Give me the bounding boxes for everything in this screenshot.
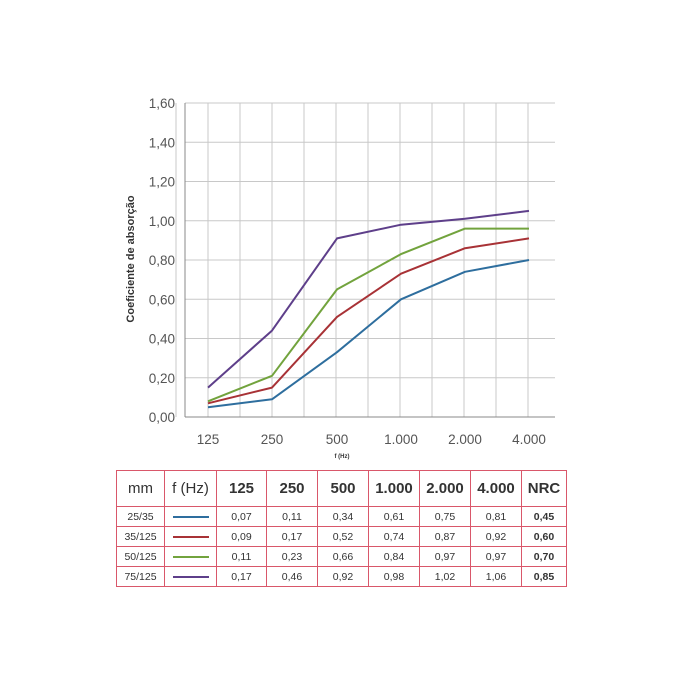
y-axis-label: Coeficiente de absorção <box>125 195 137 322</box>
table-row: 35/125 0,09 0,17 0,52 0,74 0,87 0,92 0,6… <box>116 526 567 547</box>
cell-value: 0,17 <box>216 566 267 587</box>
x-tick-label: 2.000 <box>448 432 482 447</box>
header-nrc: NRC <box>521 470 567 507</box>
chart-grid <box>175 102 555 418</box>
y-tick-label: 0,40 <box>149 332 175 347</box>
cell-value: 0,34 <box>317 506 369 527</box>
chart-series <box>207 209 530 409</box>
x-tick-label: 125 <box>197 432 220 447</box>
legend-line-icon <box>172 575 209 578</box>
cell-nrc: 0,45 <box>521 506 567 527</box>
row-legend-swatch <box>164 506 217 527</box>
cell-value: 0,61 <box>368 506 420 527</box>
header-2000: 2.000 <box>419 470 471 507</box>
y-tick-label: 1,00 <box>149 214 175 229</box>
series-line-35/125 <box>207 237 530 405</box>
cell-value: 0,97 <box>470 546 522 567</box>
cell-value: 0,81 <box>470 506 522 527</box>
legend-line-icon <box>172 555 209 558</box>
header-4000: 4.000 <box>470 470 522 507</box>
table-row: 75/125 0,17 0,46 0,92 0,98 1,02 1,06 0,8… <box>116 566 567 587</box>
row-mm: 50/125 <box>116 546 165 567</box>
series-line-50/125 <box>207 227 529 403</box>
cell-value: 0,84 <box>368 546 420 567</box>
cell-value: 0,87 <box>419 526 471 547</box>
cell-value: 0,97 <box>419 546 471 567</box>
cell-value: 0,52 <box>317 526 369 547</box>
cell-nrc: 0,70 <box>521 546 567 567</box>
cell-value: 0,75 <box>419 506 471 527</box>
y-tick-label: 0,20 <box>149 371 175 386</box>
cell-value: 1,06 <box>470 566 522 587</box>
legend-line-icon <box>172 515 209 518</box>
row-mm: 35/125 <box>116 526 165 547</box>
cell-value: 0,11 <box>266 506 318 527</box>
y-tick-label: 1,40 <box>149 135 175 150</box>
legend-line-icon <box>172 535 209 538</box>
row-legend-swatch <box>164 566 217 587</box>
absorption-table: mm f (Hz) 125 250 500 1.000 2.000 4.000 … <box>116 470 567 587</box>
x-tick-label: 4.000 <box>512 432 546 447</box>
cell-nrc: 0,60 <box>521 526 567 547</box>
row-mm: 25/35 <box>116 506 165 527</box>
y-tick-label: 1,60 <box>149 96 175 111</box>
cell-value: 0,74 <box>368 526 420 547</box>
x-tick-label: 1.000 <box>384 432 418 447</box>
cell-value: 0,09 <box>216 526 267 547</box>
header-mm: mm <box>116 470 165 507</box>
x-axis-label: f (Hz) <box>335 454 350 460</box>
series-line-25/35 <box>207 259 530 409</box>
cell-value: 0,11 <box>216 546 267 567</box>
cell-value: 0,92 <box>317 566 369 587</box>
cell-value: 0,17 <box>266 526 318 547</box>
y-axis-ticks: 0,00 0,20 0,40 0,60 0,80 1,00 1,20 1,40 1,60 <box>149 96 175 425</box>
y-tick-label: 0,00 <box>149 410 175 425</box>
cell-value: 0,46 <box>266 566 318 587</box>
cell-value: 0,66 <box>317 546 369 567</box>
header-250: 250 <box>266 470 318 507</box>
x-axis-ticks: 125 250 500 1.000 2.000 4.000 <box>197 432 546 447</box>
cell-value: 0,92 <box>470 526 522 547</box>
header-1000: 1.000 <box>368 470 420 507</box>
x-tick-label: 250 <box>261 432 284 447</box>
table-header-row: mm f (Hz) 125 250 500 1.000 2.000 4.000 … <box>116 470 567 507</box>
y-tick-label: 1,20 <box>149 175 175 190</box>
cell-value: 0,23 <box>266 546 318 567</box>
table-row: 25/35 0,07 0,11 0,34 0,61 0,75 0,81 0,45 <box>116 506 567 527</box>
row-legend-swatch <box>164 546 217 567</box>
cell-value: 0,07 <box>216 506 267 527</box>
y-tick-label: 0,80 <box>149 253 175 268</box>
cell-value: 1,02 <box>419 566 471 587</box>
cell-value: 0,98 <box>368 566 420 587</box>
y-tick-label: 0,60 <box>149 292 175 307</box>
cell-nrc: 0,85 <box>521 566 567 587</box>
x-tick-label: 500 <box>326 432 349 447</box>
absorption-chart: 0,00 0,20 0,40 0,60 0,80 1,00 1,20 1,40 1,60 125… <box>125 96 555 460</box>
row-mm: 75/125 <box>116 566 165 587</box>
header-125: 125 <box>216 470 267 507</box>
table-row: 50/125 0,11 0,23 0,66 0,84 0,97 0,97 0,7… <box>116 546 567 567</box>
header-frequency: f (Hz) <box>164 470 217 507</box>
series-line-75/125 <box>207 209 530 389</box>
header-500: 500 <box>317 470 369 507</box>
row-legend-swatch <box>164 526 217 547</box>
